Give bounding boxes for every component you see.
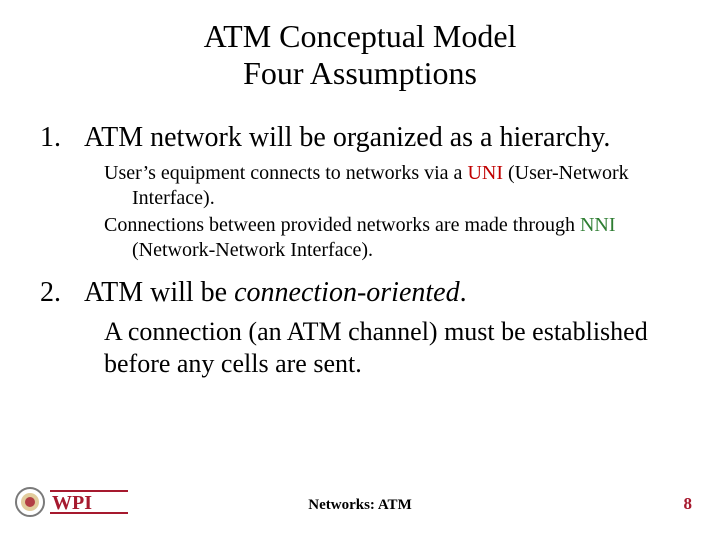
footer: WPI Networks: ATM 8 <box>0 486 720 518</box>
list-sub: A connection (an ATM channel) must be es… <box>104 316 690 381</box>
title-line-2: Four Assumptions <box>30 55 690 92</box>
list-number: 1. <box>40 120 84 155</box>
list-sub-line: Connections between provided networks ar… <box>104 213 690 263</box>
list-head-text: ATM will be connection-oriented. <box>84 275 690 310</box>
title-line-1: ATM Conceptual Model <box>30 18 690 55</box>
list-sub-line: A connection (an ATM channel) must be es… <box>104 316 690 381</box>
list-item: 2.ATM will be connection-oriented. A conn… <box>40 275 690 381</box>
page-number: 8 <box>684 494 693 514</box>
list-number: 2. <box>40 275 84 310</box>
list-head-text: ATM network will be organized as a hiera… <box>84 120 690 155</box>
footer-center-text: Networks: ATM <box>0 497 720 514</box>
list-sub: User’s equipment connects to networks vi… <box>104 161 690 263</box>
slide: ATM Conceptual Model Four Assumptions 1.… <box>0 0 720 540</box>
list-item-head: 1.ATM network will be organized as a hie… <box>40 120 690 155</box>
title-block: ATM Conceptual Model Four Assumptions <box>30 18 690 92</box>
list-sub-line: User’s equipment connects to networks vi… <box>104 161 690 211</box>
numbered-list: 1.ATM network will be organized as a hie… <box>30 120 690 381</box>
list-item: 1.ATM network will be organized as a hie… <box>40 120 690 263</box>
list-item-head: 2.ATM will be connection-oriented. <box>40 275 690 310</box>
